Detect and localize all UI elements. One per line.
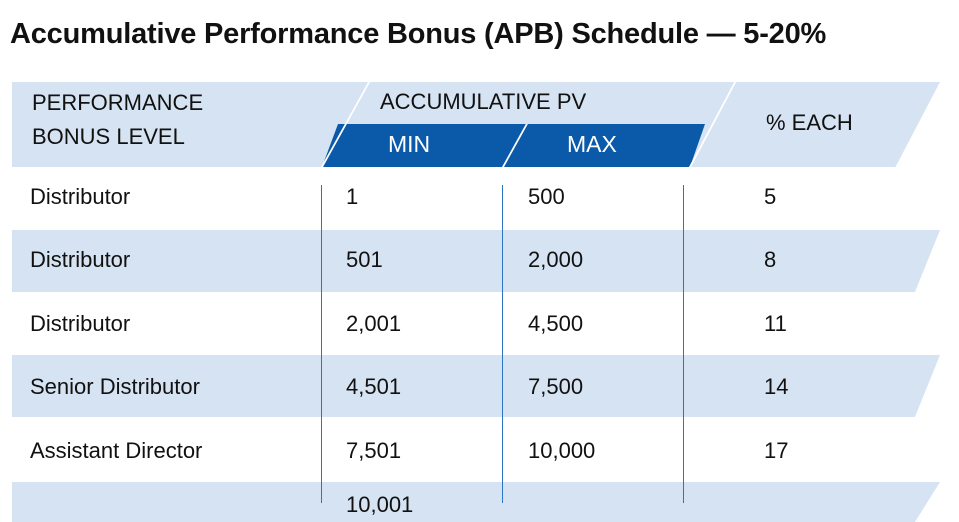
cell-percent: 5	[764, 184, 777, 209]
cell-percent: 8	[764, 247, 777, 272]
header-min: MIN	[388, 131, 431, 157]
cell-percent: 14	[764, 374, 789, 399]
cell-level: Distributor	[30, 247, 131, 272]
cell-min: 10,001	[346, 492, 414, 517]
cell-max: 7,500	[528, 374, 584, 399]
cell-min: 2,001	[346, 311, 402, 336]
cell-min: 501	[346, 247, 383, 272]
cell-min: 1	[346, 184, 359, 209]
cell-min: 7,501	[346, 438, 402, 463]
cell-max: 4,500	[528, 311, 584, 336]
cell-percent: 11	[764, 311, 787, 336]
table-row	[12, 482, 940, 522]
cell-max: 500	[528, 184, 565, 209]
cell-max: 10,000	[528, 438, 596, 463]
cell-percent: 17	[764, 438, 789, 463]
cell-level: Senior Distributor	[30, 374, 200, 399]
header-accumulative-pv: ACCUMULATIVE PV	[380, 89, 587, 114]
page-title: Accumulative Performance Bonus (APB) Sch…	[10, 18, 827, 50]
cell-level: Assistant Director	[30, 438, 203, 463]
table-row	[12, 168, 940, 230]
header-level-line2: BONUS LEVEL	[32, 124, 185, 149]
cell-level: Distributor	[30, 311, 131, 336]
cell-max: 2,000	[528, 247, 584, 272]
table-row	[12, 355, 940, 417]
header-level-line1: PERFORMANCE	[32, 90, 204, 115]
column-divider	[502, 185, 503, 503]
table-row	[12, 230, 940, 292]
header-percent-each: % EACH	[766, 110, 853, 135]
cell-min: 4,501	[346, 374, 402, 399]
header-max: MAX	[567, 131, 617, 157]
column-divider	[683, 185, 684, 503]
cell-level: Distributor	[30, 184, 131, 209]
table-row	[12, 292, 940, 354]
column-divider	[321, 185, 322, 503]
